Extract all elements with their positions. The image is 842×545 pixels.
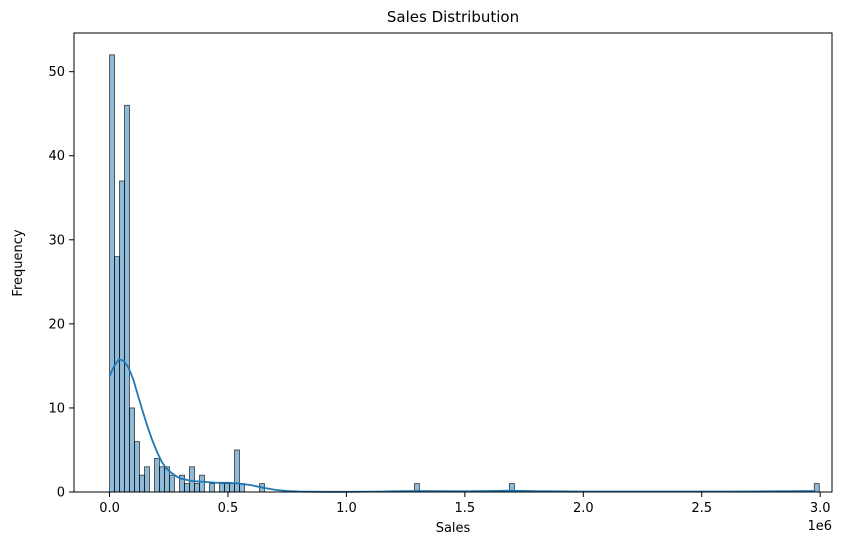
histogram-bar-9 [159,466,165,493]
y-tick-label-1: 10 [48,401,65,416]
histogram-bar-5 [134,441,140,493]
histogram-bar-15 [194,483,200,493]
histogram-bar-2 [119,180,125,493]
plot-area [74,33,832,492]
histogram-bar-14 [189,466,195,493]
x-axis-offset-text: 1e6 [807,519,832,534]
histogram-bar-0 [109,54,115,493]
histogram-bar-17 [209,483,215,493]
histogram-bar-13 [184,483,190,493]
x-tick-label-2: 1.0 [336,501,357,516]
x-tick-label-3: 1.5 [455,501,476,516]
histogram-bar-19 [224,483,230,493]
histogram-bar-11 [169,474,175,493]
x-axis-label: Sales [436,521,471,536]
y-tick-label-2: 20 [48,317,65,332]
y-tick-label-0: 0 [57,486,65,501]
histogram-bar-16 [199,474,205,493]
histogram-bar-21 [234,449,240,493]
chart-title: Sales Distribution [387,8,519,26]
histogram-bar-6 [139,474,145,493]
x-axis-ticks: 0.0 0.5 1.0 1.5 2.0 2.5 3.0 [99,492,831,516]
y-tick-label-3: 30 [48,233,65,248]
x-tick-label-6: 3.0 [810,501,831,516]
x-tick-label-1: 0.5 [218,501,239,516]
histogram-bar-4 [129,407,135,493]
histogram-bar-18 [219,483,225,493]
histogram-bar-1 [114,256,120,493]
kde-curve [108,358,816,493]
y-tick-label-4: 40 [48,149,65,164]
histogram-bar-7 [144,466,150,493]
histogram-bar-20 [229,483,235,493]
x-tick-label-0: 0.0 [99,501,120,516]
y-axis-ticks: 0 10 20 30 40 50 [48,65,74,501]
x-tick-label-4: 2.0 [573,501,594,516]
histogram-bar-8 [154,457,160,493]
x-tick-label-5: 2.5 [691,501,712,516]
histogram-bar-3 [124,104,130,493]
y-axis-label: Frequency [11,229,26,296]
y-tick-label-5: 50 [48,65,65,80]
plot-frame [73,32,833,493]
